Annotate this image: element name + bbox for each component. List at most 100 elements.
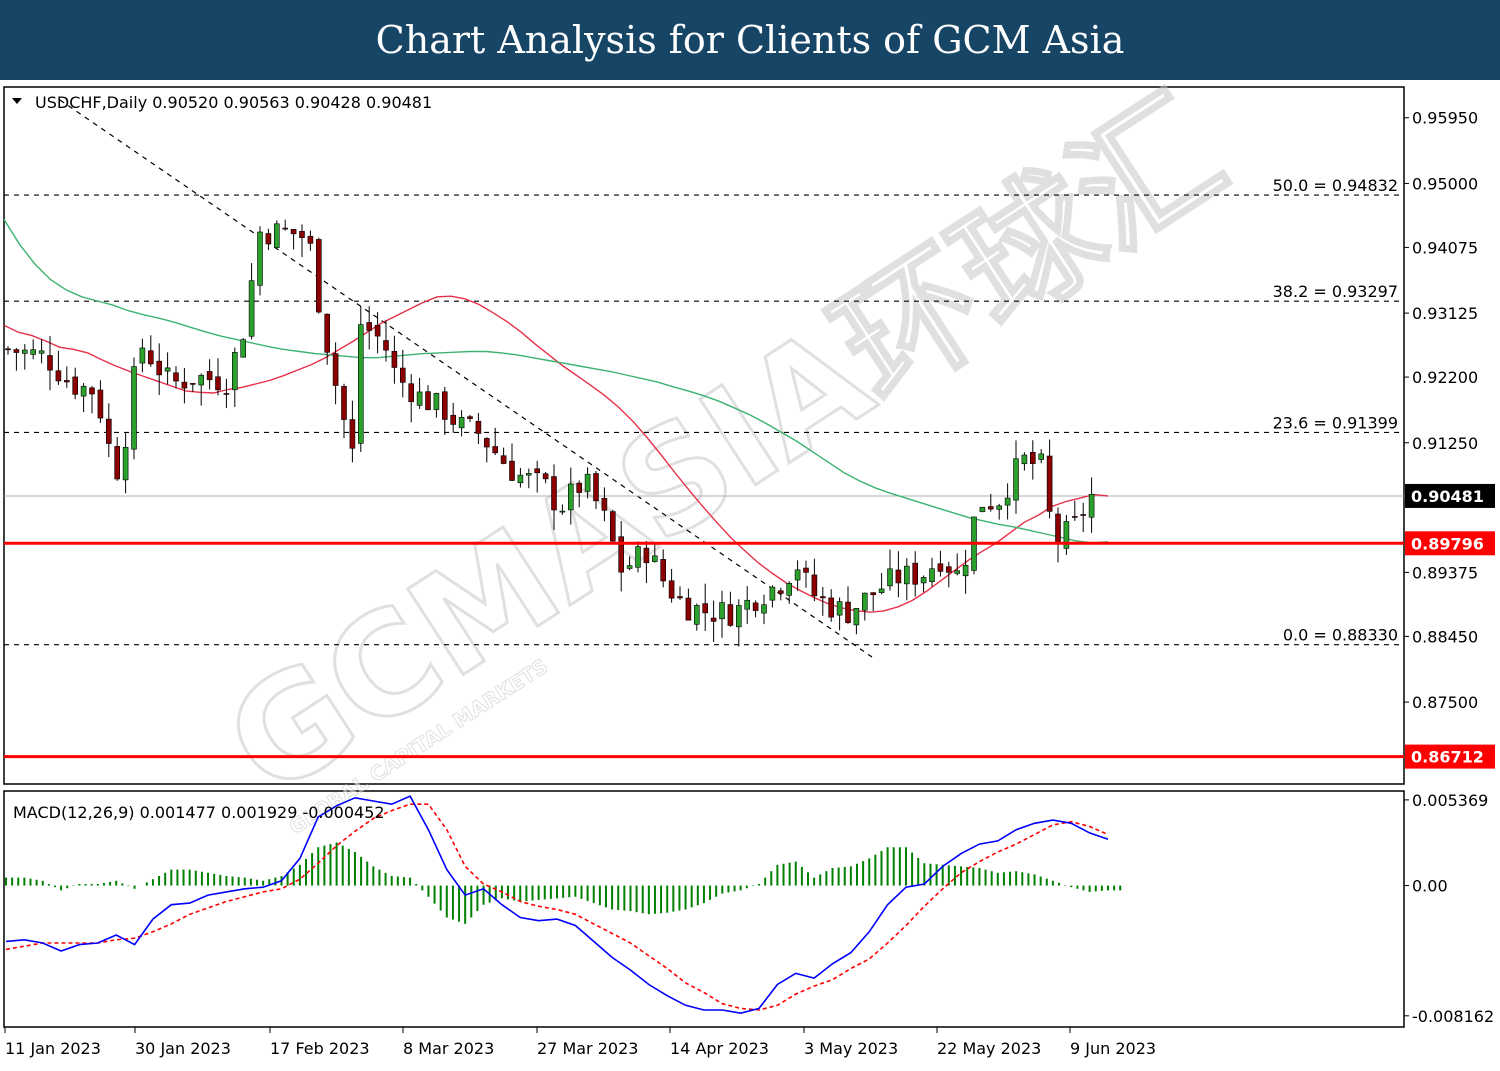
macd-panel-frame xyxy=(3,790,1405,1028)
candle xyxy=(761,594,767,625)
x-tick-label: 22 May 2023 xyxy=(937,1039,1041,1058)
chart-area: GCMASIA环球汇 GLOBAL CAPITAL MARKETS 50.0 =… xyxy=(0,80,1500,1071)
candle xyxy=(441,386,448,435)
candle xyxy=(593,470,599,509)
candle xyxy=(929,557,935,587)
candle xyxy=(131,357,137,460)
candle xyxy=(1072,500,1078,521)
candle xyxy=(156,343,162,395)
candle xyxy=(635,541,641,573)
candle xyxy=(1088,477,1095,533)
candle xyxy=(492,427,499,456)
candle xyxy=(752,600,759,618)
y-tick-label: 0.88450 xyxy=(1412,627,1478,646)
current-price-tag-label: 0.90481 xyxy=(1411,487,1484,506)
candle xyxy=(660,549,667,588)
candle xyxy=(215,358,221,396)
candle xyxy=(383,320,389,362)
candle xyxy=(265,228,272,251)
candle xyxy=(458,410,465,437)
trend-line xyxy=(59,99,873,658)
fib-label: 50.0 = 0.94832 xyxy=(1273,176,1398,195)
candle xyxy=(576,480,583,508)
candle xyxy=(559,504,566,515)
candle xyxy=(735,599,742,647)
candle xyxy=(190,383,196,392)
candle xyxy=(1004,483,1011,520)
level-tag xyxy=(1405,744,1495,769)
candle xyxy=(467,414,473,423)
candle xyxy=(139,338,146,373)
candle xyxy=(794,560,801,591)
candle xyxy=(551,464,557,530)
candle xyxy=(282,219,289,231)
dropdown-arrow-icon[interactable] xyxy=(12,98,22,104)
candle xyxy=(971,516,977,575)
candle xyxy=(643,540,650,584)
candle xyxy=(223,378,230,409)
candle xyxy=(693,603,700,631)
candle xyxy=(1021,452,1028,471)
candle xyxy=(903,558,910,601)
level-tag xyxy=(1405,531,1495,556)
candle xyxy=(567,467,574,525)
candle xyxy=(962,549,969,594)
candle xyxy=(836,597,843,631)
candle xyxy=(324,313,331,365)
candle xyxy=(719,590,725,638)
candle xyxy=(710,600,717,643)
candle xyxy=(408,374,415,423)
candle xyxy=(80,383,87,413)
y-tick-label: 0.93125 xyxy=(1412,304,1478,323)
macd-y-tick-label: 0.005369 xyxy=(1412,791,1488,810)
candle xyxy=(626,556,633,571)
chart-banner-title: Chart Analysis for Clients of GCM Asia xyxy=(0,0,1500,80)
candle xyxy=(198,373,204,406)
candle xyxy=(500,447,507,465)
moving-average-line xyxy=(3,295,1109,613)
candle xyxy=(828,589,835,622)
candle xyxy=(148,335,154,367)
candle xyxy=(727,591,734,627)
candle xyxy=(273,220,280,248)
candle xyxy=(47,336,53,391)
x-tick-label: 3 May 2023 xyxy=(804,1039,898,1058)
candle xyxy=(450,402,457,433)
moving-average-line xyxy=(3,219,1109,544)
macd-y-tick-label: -0.008162 xyxy=(1412,1007,1494,1026)
candle xyxy=(509,443,515,482)
macd-line xyxy=(5,795,1109,1015)
candle xyxy=(240,338,246,358)
candle xyxy=(399,349,406,398)
candle xyxy=(920,575,927,593)
candle xyxy=(332,342,339,405)
candle xyxy=(181,367,188,404)
candle xyxy=(609,509,616,544)
current-price-tag xyxy=(1405,483,1495,508)
level-tag-label: 0.86712 xyxy=(1411,748,1484,767)
candle xyxy=(845,586,851,625)
candle xyxy=(584,467,591,499)
candle xyxy=(38,339,45,364)
y-tick-label: 0.91250 xyxy=(1412,434,1478,453)
candle xyxy=(861,592,868,621)
fib-label: 23.6 = 0.91399 xyxy=(1273,413,1398,432)
candle xyxy=(517,467,524,488)
candle xyxy=(744,586,751,624)
candle xyxy=(13,347,20,371)
y-tick-label: 0.95000 xyxy=(1412,174,1478,193)
candle xyxy=(887,549,893,591)
candle xyxy=(475,412,482,445)
candle xyxy=(357,306,364,453)
candle xyxy=(374,312,381,354)
candle xyxy=(30,339,37,360)
candle xyxy=(878,573,885,595)
candle xyxy=(601,487,608,522)
candle xyxy=(1013,440,1019,514)
candle xyxy=(769,585,776,608)
candle xyxy=(534,460,541,493)
price-panel-frame xyxy=(3,86,1405,785)
candle xyxy=(72,367,78,400)
candle xyxy=(299,224,305,257)
y-tick-label: 0.87500 xyxy=(1412,693,1478,712)
